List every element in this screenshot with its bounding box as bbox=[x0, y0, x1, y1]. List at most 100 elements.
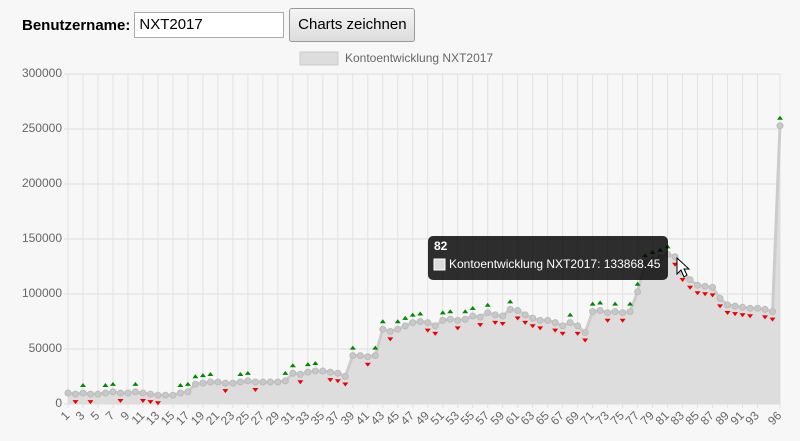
point bbox=[274, 378, 282, 386]
point bbox=[326, 368, 334, 376]
point bbox=[409, 319, 417, 327]
down-marker bbox=[559, 331, 566, 336]
point bbox=[559, 322, 567, 330]
tooltip-text: Kontoentwicklung NXT2017: 133868.45 bbox=[449, 257, 661, 271]
point bbox=[596, 307, 604, 314]
point bbox=[281, 377, 289, 385]
down-marker bbox=[87, 400, 94, 405]
point bbox=[169, 391, 177, 399]
up-marker bbox=[777, 115, 783, 120]
up-marker bbox=[612, 301, 619, 306]
up-marker bbox=[597, 300, 604, 305]
up-marker bbox=[282, 370, 289, 375]
down-marker bbox=[222, 389, 229, 394]
x-tick-label: 7 bbox=[103, 408, 118, 423]
point bbox=[484, 309, 492, 317]
up-marker bbox=[379, 319, 386, 324]
point bbox=[319, 367, 327, 375]
tooltip-box bbox=[428, 236, 668, 280]
username-input[interactable]: NXT2017 bbox=[134, 12, 285, 38]
username-label: Benutzername: bbox=[22, 16, 131, 34]
point bbox=[289, 369, 297, 377]
up-marker bbox=[304, 362, 311, 367]
point bbox=[214, 378, 222, 386]
x-tick-label: 93 bbox=[743, 408, 763, 428]
point bbox=[769, 308, 777, 316]
point bbox=[401, 322, 409, 330]
point bbox=[334, 369, 342, 377]
down-marker bbox=[732, 312, 739, 317]
point bbox=[251, 378, 259, 386]
down-marker bbox=[252, 388, 259, 392]
down-marker bbox=[364, 362, 371, 367]
up-marker bbox=[349, 345, 356, 350]
point bbox=[514, 307, 522, 314]
point bbox=[386, 327, 394, 335]
up-marker bbox=[244, 370, 251, 375]
area bbox=[68, 125, 780, 404]
up-marker bbox=[199, 373, 206, 378]
point bbox=[191, 380, 199, 388]
down-marker bbox=[619, 318, 626, 323]
point bbox=[574, 322, 582, 330]
down-marker bbox=[574, 331, 581, 336]
down-marker bbox=[702, 292, 709, 297]
down-marker bbox=[582, 338, 589, 343]
down-marker bbox=[724, 311, 731, 315]
tooltip-title: 82 bbox=[434, 239, 448, 253]
up-marker bbox=[589, 301, 596, 306]
point bbox=[109, 388, 117, 396]
up-marker bbox=[79, 383, 86, 387]
down-marker bbox=[454, 326, 461, 331]
point bbox=[701, 282, 709, 290]
point bbox=[176, 389, 184, 397]
up-marker bbox=[192, 374, 199, 379]
up-marker bbox=[372, 345, 379, 350]
up-marker bbox=[289, 363, 296, 368]
point bbox=[71, 390, 79, 398]
up-marker bbox=[207, 372, 214, 376]
point bbox=[536, 316, 544, 324]
draw-button[interactable]: Charts zeichnen bbox=[289, 8, 416, 42]
down-marker bbox=[769, 317, 776, 322]
point bbox=[116, 389, 124, 397]
point bbox=[761, 305, 769, 313]
down-marker bbox=[147, 400, 154, 405]
point bbox=[529, 314, 537, 322]
up-marker bbox=[447, 309, 454, 314]
x-tick-label: 3 bbox=[73, 408, 88, 423]
point bbox=[716, 294, 724, 302]
y-tick-label: 0 bbox=[55, 396, 62, 410]
point bbox=[731, 302, 739, 310]
point bbox=[491, 311, 499, 319]
up-marker bbox=[102, 383, 109, 387]
point bbox=[341, 373, 349, 380]
down-marker bbox=[709, 293, 716, 298]
point bbox=[499, 312, 507, 320]
point bbox=[611, 308, 619, 316]
point bbox=[454, 316, 462, 324]
point bbox=[364, 353, 372, 361]
point bbox=[746, 304, 754, 312]
down-marker bbox=[424, 328, 431, 333]
up-marker bbox=[627, 301, 634, 306]
point bbox=[589, 308, 597, 316]
point bbox=[371, 352, 379, 360]
legend-swatch bbox=[299, 51, 339, 66]
up-marker bbox=[184, 381, 191, 386]
down-marker bbox=[477, 323, 484, 328]
point bbox=[221, 379, 229, 387]
point bbox=[694, 281, 702, 289]
tooltip-swatch bbox=[433, 258, 446, 271]
point bbox=[244, 377, 252, 385]
down-marker bbox=[522, 320, 529, 325]
point bbox=[521, 311, 529, 319]
down-marker bbox=[327, 378, 334, 383]
down-marker bbox=[679, 278, 686, 282]
up-marker bbox=[462, 309, 469, 314]
down-marker bbox=[117, 399, 124, 403]
down-marker bbox=[342, 382, 349, 387]
point bbox=[101, 389, 109, 397]
